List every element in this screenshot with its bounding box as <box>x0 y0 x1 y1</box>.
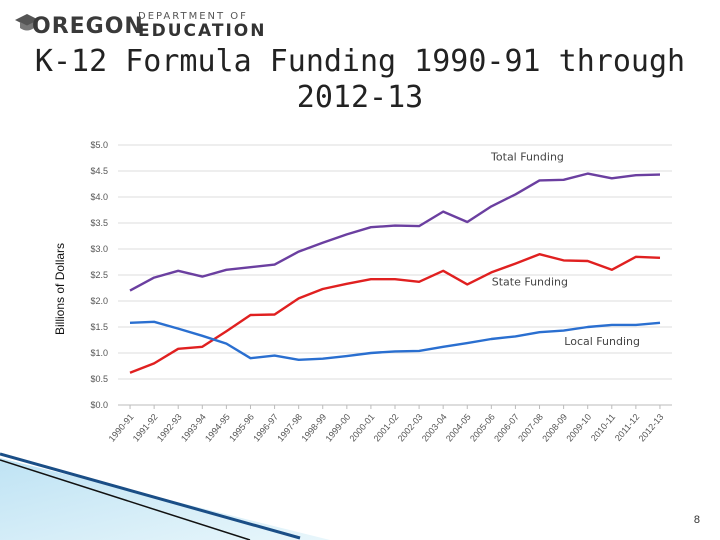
y-tick-label: $2.0 <box>90 296 108 306</box>
local-funding-line <box>129 320 661 361</box>
page-number: 8 <box>693 514 700 526</box>
state-funding-line <box>129 252 661 374</box>
y-tick-label: $2.5 <box>90 270 108 280</box>
y-tick-label: $4.0 <box>90 192 108 202</box>
y-tick-label: $5.0 <box>90 140 108 150</box>
slide-title: K-12 Formula Funding 1990-91 through 201… <box>34 44 686 115</box>
decorative-swoosh <box>0 452 330 540</box>
total-funding-series-label: Total Funding <box>490 150 564 163</box>
oregon-education-logo: OREGON DEPARTMENT OF EDUCATION <box>14 8 264 41</box>
logo-department-text: DEPARTMENT OF <box>138 11 248 22</box>
y-tick-label: $4.5 <box>90 166 108 176</box>
x-tick-label: 2009-10 <box>564 412 593 444</box>
local-funding-series-label: Local Funding <box>564 335 640 348</box>
state-funding-series-label: State Funding <box>492 276 568 289</box>
total-funding-line <box>129 172 661 292</box>
logo-education-text: EDUCATION <box>138 21 267 41</box>
graduation-cap-icon <box>15 14 39 31</box>
y-tick-label: $1.5 <box>90 322 108 332</box>
y-tick-label: $3.5 <box>90 218 108 228</box>
x-tick-label: 2010-11 <box>589 412 617 443</box>
x-tick-label: 2012-13 <box>637 412 666 444</box>
y-tick-label: $0.0 <box>90 400 108 410</box>
y-tick-label: $1.0 <box>90 348 108 358</box>
logo-oregon-text: OREGON <box>32 14 144 39</box>
y-tick-label: $3.0 <box>90 244 108 254</box>
y-tick-label: $0.5 <box>90 374 108 384</box>
